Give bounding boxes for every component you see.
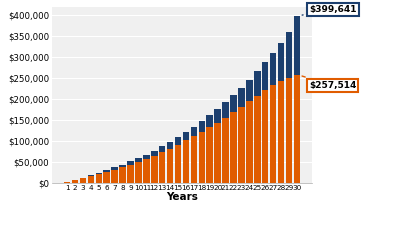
Bar [270, 85, 276, 183]
Bar [159, 146, 166, 183]
Bar [262, 90, 268, 183]
Bar [191, 136, 197, 183]
Bar [222, 102, 229, 183]
Bar [254, 96, 260, 183]
Bar [80, 178, 86, 183]
Bar [206, 127, 213, 183]
Bar [294, 75, 300, 183]
Bar [167, 149, 173, 183]
Bar [246, 102, 253, 183]
Bar [151, 151, 158, 183]
Bar [286, 78, 292, 183]
Bar [183, 141, 189, 183]
Bar [198, 121, 205, 183]
Bar [111, 167, 118, 183]
Bar [64, 181, 70, 183]
X-axis label: Years: Years [166, 192, 198, 202]
Bar [246, 80, 253, 183]
Bar [151, 156, 158, 183]
Bar [175, 137, 181, 183]
Bar [214, 109, 221, 183]
Bar [135, 158, 142, 183]
Text: $399,641: $399,641 [302, 5, 356, 15]
Bar [72, 180, 78, 183]
Bar [111, 170, 118, 183]
Bar [64, 182, 70, 183]
Bar [278, 81, 284, 183]
Bar [127, 165, 134, 183]
Text: $257,514: $257,514 [302, 76, 356, 90]
Bar [183, 132, 189, 183]
Bar [104, 172, 110, 183]
Bar [72, 180, 78, 183]
Bar [119, 165, 126, 183]
Bar [159, 152, 166, 183]
Bar [88, 176, 94, 183]
Bar [80, 177, 86, 183]
Bar [96, 174, 102, 183]
Bar [135, 162, 142, 183]
Bar [104, 170, 110, 183]
Bar [175, 145, 181, 183]
Bar [143, 159, 150, 183]
Bar [143, 155, 150, 183]
Bar [238, 107, 245, 183]
Bar [214, 123, 221, 183]
Bar [96, 172, 102, 183]
Bar [198, 132, 205, 183]
Bar [88, 175, 94, 183]
Bar [278, 43, 284, 183]
Bar [119, 167, 126, 183]
Bar [167, 142, 173, 183]
Bar [262, 63, 268, 183]
Bar [127, 161, 134, 183]
Bar [294, 16, 300, 183]
Bar [238, 88, 245, 183]
Bar [230, 112, 237, 183]
Bar [230, 95, 237, 183]
Bar [270, 53, 276, 183]
Bar [222, 118, 229, 183]
Bar [191, 127, 197, 183]
Bar [206, 115, 213, 183]
Bar [286, 32, 292, 183]
Bar [254, 71, 260, 183]
